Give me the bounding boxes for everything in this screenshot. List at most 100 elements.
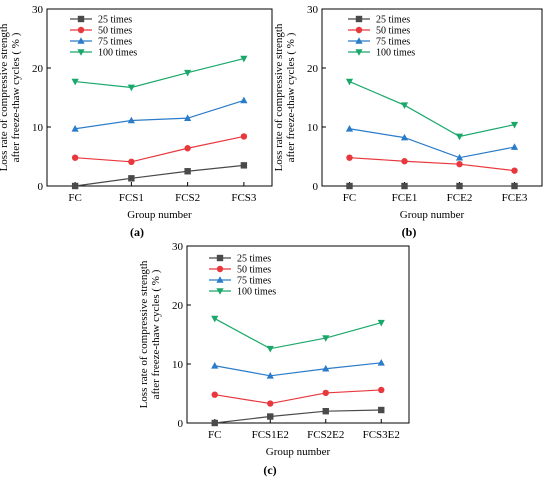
data-point-25-times	[401, 182, 408, 190]
data-point-50-times	[71, 154, 79, 161]
data-point-75-times	[510, 143, 519, 150]
data-point-75-times	[71, 124, 79, 132]
legend-label: 50 times	[376, 26, 410, 37]
data-point-100-times	[127, 84, 135, 92]
y-axis-label: Loss rate of compressive strengthafter f…	[273, 23, 297, 171]
series-line-75-times	[214, 362, 382, 377]
legend-marker	[77, 26, 85, 34]
data-point-100-times	[345, 78, 354, 86]
data-point-50-times	[378, 386, 385, 394]
data-point-50-times	[346, 154, 353, 161]
y-tick-label: 30	[172, 241, 184, 253]
data-point-100-times	[322, 335, 330, 342]
series-line-50-times	[349, 157, 515, 172]
data-point-50-times	[456, 160, 463, 168]
series-line-100-times	[349, 81, 515, 138]
data-point-25-times	[267, 413, 274, 420]
x-tick-label: FCE1	[392, 192, 418, 204]
legend-marker	[355, 37, 363, 44]
x-axis-label: Group number	[266, 446, 331, 458]
series-line-50-times	[214, 389, 382, 405]
legend-label: 75 times	[237, 276, 271, 287]
data-point-25-times	[322, 408, 329, 415]
x-axis-label: Group number	[400, 209, 465, 221]
legend-label: 75 times	[376, 37, 410, 48]
plot-frame	[321, 8, 543, 187]
data-point-75-times	[322, 364, 330, 372]
data-point-100-times	[400, 102, 409, 109]
y-axis-label-line: Loss rate of compressive strength	[138, 260, 150, 408]
y-axis-label-line: after freeze-thaw cycles ( % )	[150, 269, 162, 399]
panel-label: (a)	[130, 225, 144, 239]
x-tick-label: FC	[343, 192, 356, 204]
y-tick-label: 10	[307, 122, 319, 134]
data-point-25-times	[378, 406, 385, 414]
panel-label: (b)	[402, 225, 417, 239]
series-line-75-times	[75, 99, 245, 130]
y-axis-label-line: after freeze-thaw cycles ( % )	[285, 32, 297, 162]
y-axis-label-line: Loss rate of compressive strength	[273, 23, 285, 171]
x-tick-label: FCS3	[231, 192, 257, 204]
data-point-100-times	[377, 319, 385, 327]
data-point-25-times	[184, 168, 191, 175]
data-point-50-times	[322, 389, 329, 397]
x-tick-label: FCS1E2	[252, 429, 289, 441]
y-tick-label: 10	[32, 122, 44, 134]
plot-frame	[186, 245, 410, 424]
data-point-100-times	[266, 345, 274, 353]
data-point-75-times	[127, 116, 135, 124]
legend-marker	[355, 49, 363, 56]
legend-marker	[216, 288, 224, 295]
legend-marker	[77, 15, 85, 23]
x-tick-label: FC	[208, 429, 221, 441]
legend-label: 25 times	[376, 15, 410, 26]
x-tick-label: FCS3E2	[363, 429, 400, 441]
x-tick-label: FCE2	[447, 192, 473, 204]
data-point-50-times	[211, 391, 218, 398]
data-point-25-times	[456, 182, 463, 190]
series-line-50-times	[75, 135, 244, 163]
data-point-50-times	[511, 167, 518, 174]
data-point-25-times	[346, 182, 353, 190]
legend-label: 50 times	[98, 26, 132, 37]
legend-marker	[355, 15, 363, 23]
data-point-50-times	[240, 133, 248, 140]
x-tick-label: FCS2	[175, 192, 200, 204]
data-point-50-times	[267, 400, 274, 407]
data-point-100-times	[510, 121, 519, 129]
plot-frame	[46, 8, 273, 187]
series-line-75-times	[349, 128, 515, 159]
data-point-75-times	[377, 359, 385, 366]
data-point-75-times	[184, 114, 192, 121]
chart-panel-3: 0 10 20 30 FC FCS1E2 FCS2E2 FCS3E2 Group number L…	[138, 241, 410, 477]
chart-panel-1: 0 10 20 30 FC FCS1 FCS2 FCS3 Group number Loss ra…	[0, 4, 273, 239]
data-point-100-times	[240, 55, 248, 63]
data-point-50-times	[184, 145, 191, 152]
y-tick-label: 20	[172, 300, 184, 312]
y-tick-label: 10	[172, 359, 184, 371]
data-point-75-times	[266, 372, 274, 379]
panel-label: (c)	[263, 463, 276, 477]
legend-label: 100 times	[237, 287, 276, 298]
y-tick-label: 20	[307, 63, 319, 75]
legend-label: 100 times	[98, 48, 137, 59]
legend-marker	[77, 49, 85, 56]
legend-label: 100 times	[376, 48, 415, 59]
data-point-75-times	[455, 153, 464, 161]
chart-panel-2: 0 10 20 30 FC FCE1 FCE2 FCE3 Group number Loss ra…	[273, 4, 543, 239]
x-tick-label: FCS1	[119, 192, 144, 204]
data-point-25-times	[71, 182, 79, 190]
data-point-25-times	[128, 175, 135, 182]
data-point-25-times	[211, 419, 218, 427]
series-line-25-times	[75, 164, 244, 187]
y-tick-label: 20	[32, 63, 44, 75]
data-point-25-times	[511, 182, 518, 190]
series-line-100-times	[75, 57, 245, 89]
legend-marker	[77, 37, 85, 44]
y-axis-label-line: after freeze-thaw cycles ( % )	[10, 32, 22, 162]
data-point-100-times	[71, 78, 79, 86]
legend-label: 75 times	[98, 37, 132, 48]
